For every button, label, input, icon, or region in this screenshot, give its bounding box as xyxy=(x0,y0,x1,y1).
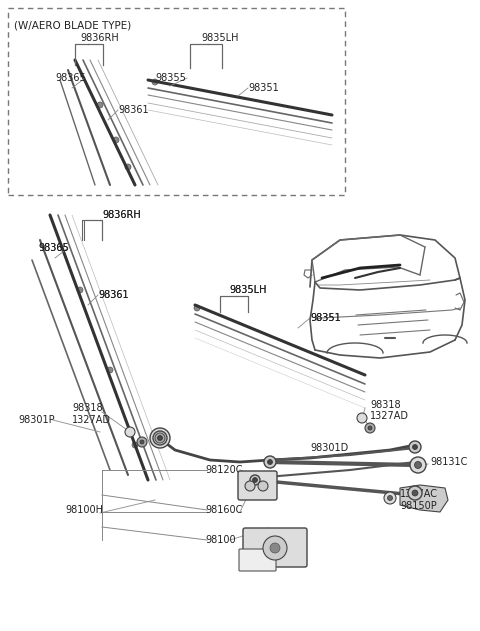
FancyBboxPatch shape xyxy=(238,471,277,500)
Text: 98100: 98100 xyxy=(205,535,236,545)
Circle shape xyxy=(113,137,119,143)
Circle shape xyxy=(270,543,280,553)
Text: 98361: 98361 xyxy=(98,290,129,300)
Circle shape xyxy=(365,423,375,433)
Text: 1327AD: 1327AD xyxy=(370,411,409,421)
Text: 9836RH: 9836RH xyxy=(102,210,141,220)
Circle shape xyxy=(258,481,268,491)
Circle shape xyxy=(410,457,426,473)
Text: 98351: 98351 xyxy=(310,313,341,323)
Circle shape xyxy=(264,456,276,468)
Text: 9835LH: 9835LH xyxy=(201,33,239,43)
Circle shape xyxy=(368,426,372,430)
Circle shape xyxy=(245,481,255,491)
Circle shape xyxy=(140,440,144,444)
Text: 9835LH: 9835LH xyxy=(229,285,267,295)
Circle shape xyxy=(107,367,113,373)
Text: 98351: 98351 xyxy=(310,313,341,323)
Text: 98301P: 98301P xyxy=(18,415,55,425)
Circle shape xyxy=(125,164,131,170)
Text: 9835LH: 9835LH xyxy=(229,285,267,295)
Circle shape xyxy=(153,431,167,445)
FancyBboxPatch shape xyxy=(243,528,307,567)
Text: 98361: 98361 xyxy=(118,105,149,115)
Text: 98355: 98355 xyxy=(155,73,186,83)
Text: 98301D: 98301D xyxy=(310,443,348,453)
Circle shape xyxy=(194,305,200,311)
Circle shape xyxy=(409,441,421,453)
Text: 98361: 98361 xyxy=(98,290,129,300)
Circle shape xyxy=(412,490,418,496)
Text: 98150P: 98150P xyxy=(400,501,437,511)
Circle shape xyxy=(97,102,103,108)
Circle shape xyxy=(267,459,273,464)
Circle shape xyxy=(157,435,163,440)
Text: 98365: 98365 xyxy=(55,73,86,83)
Circle shape xyxy=(412,444,418,449)
Circle shape xyxy=(125,427,135,437)
Text: 98100H: 98100H xyxy=(65,505,103,515)
Text: 98351: 98351 xyxy=(248,83,279,93)
Text: 98318: 98318 xyxy=(72,403,103,413)
Bar xyxy=(8,8,345,195)
FancyBboxPatch shape xyxy=(239,549,276,571)
Text: 98120C: 98120C xyxy=(205,465,242,475)
Circle shape xyxy=(152,79,158,85)
Circle shape xyxy=(252,478,257,483)
Circle shape xyxy=(132,442,138,448)
Circle shape xyxy=(415,461,421,468)
Text: 98160C: 98160C xyxy=(205,505,242,515)
Text: 98365: 98365 xyxy=(38,243,69,253)
Text: 9836RH: 9836RH xyxy=(102,210,141,220)
Circle shape xyxy=(137,437,147,447)
Circle shape xyxy=(250,475,260,485)
Circle shape xyxy=(155,433,165,443)
Circle shape xyxy=(357,413,367,423)
Circle shape xyxy=(263,536,287,560)
Text: 98365: 98365 xyxy=(38,243,69,253)
Circle shape xyxy=(384,492,396,504)
Text: 1327AD: 1327AD xyxy=(72,415,111,425)
Text: 98131C: 98131C xyxy=(430,457,468,467)
Polygon shape xyxy=(400,485,448,512)
Circle shape xyxy=(387,495,393,500)
Circle shape xyxy=(77,287,83,293)
Circle shape xyxy=(408,486,422,500)
Text: 1327AC: 1327AC xyxy=(400,489,438,499)
Circle shape xyxy=(150,428,170,448)
Text: 98318: 98318 xyxy=(370,400,401,410)
Text: (W/AERO BLADE TYPE): (W/AERO BLADE TYPE) xyxy=(14,20,131,30)
Text: 9836RH: 9836RH xyxy=(81,33,120,43)
